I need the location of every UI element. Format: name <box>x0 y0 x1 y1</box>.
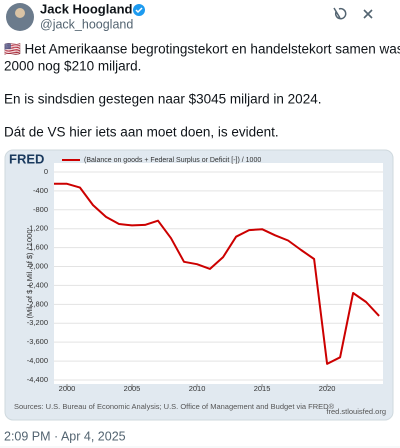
plot-area <box>54 163 383 384</box>
y-tick-label: -3,600 <box>27 337 48 346</box>
x-tick-label: 2010 <box>189 384 206 393</box>
y-tick-label: -4,000 <box>27 356 48 365</box>
y-tick-label: -1,200 <box>27 224 48 233</box>
y-tick-label: -3,200 <box>27 318 48 327</box>
source-note: Sources: U.S. Bureau of Economic Analysi… <box>14 402 335 411</box>
y-tick-label: -800 <box>33 205 48 214</box>
avatar-face <box>15 8 25 18</box>
y-tick-label: -400 <box>33 186 48 195</box>
data-line <box>54 182 380 365</box>
y-tick-label: 0 <box>44 167 48 176</box>
y-axis-label: (Mil. of $ + Mil. of $) / 1000 <box>25 230 34 319</box>
tweet-text-line: En is sindsdien gestegen naar $3045 milj… <box>4 92 321 107</box>
tweet-text-line: 2000 nog $210 miljard. <box>4 59 141 74</box>
y-tick-label: -2,400 <box>27 280 48 289</box>
x-tick-label: 2020 <box>319 384 336 393</box>
tweet-text-line: Dát de VS hier iets aan moet doen, is ev… <box>4 125 279 140</box>
site-url[interactable]: fred.stlouisfed.org <box>326 407 386 416</box>
y-tick-label: -4,400 <box>27 375 48 384</box>
author-handle[interactable]: @jack_hoogland <box>40 17 133 31</box>
legend-label: (Balance on goods + Federal Surplus or D… <box>84 157 261 164</box>
y-tick-label: -2,000 <box>27 262 48 271</box>
timestamp[interactable]: 2:09 PM · Apr 4, 2025 <box>4 429 126 443</box>
x-tick-label: 2015 <box>254 384 271 393</box>
fred-logo: FRED <box>9 151 44 166</box>
y-tick-label: -2,800 <box>27 299 48 308</box>
grok-icon[interactable] <box>333 7 347 20</box>
close-icon[interactable] <box>363 9 373 19</box>
author-name[interactable]: Jack Hoogland <box>40 1 133 16</box>
x-tick-label: 2005 <box>124 384 141 393</box>
y-tick-label: -1,600 <box>27 243 48 252</box>
verified-check <box>135 7 143 14</box>
x-tick-label: 2000 <box>59 384 76 393</box>
tweet-text-line: 🇺🇸 Het Amerikaanse begrotingstekort en h… <box>4 42 400 57</box>
